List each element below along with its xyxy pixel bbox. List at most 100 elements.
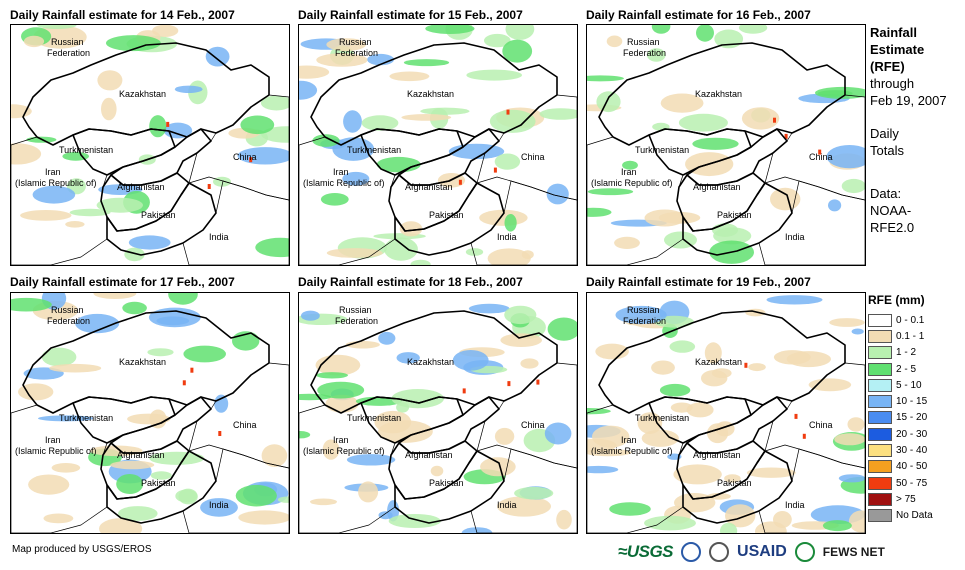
country-label-russia1: Russian [51,37,84,47]
dos-seal-icon [709,542,730,562]
country-border [758,180,865,265]
rainfall-patch [312,134,340,147]
rainfall-patch [175,489,198,503]
heavy-rain-cell [794,413,798,419]
country-label-afghanistan: Afghanistan [405,450,453,460]
rainfall-patch [23,35,45,48]
rainfall-patch [502,39,533,63]
country-label-afghanistan: Afghanistan [693,450,741,460]
rainfall-patch [43,513,74,524]
rainfall-patch [174,85,203,93]
heavy-rain-cell [218,431,222,436]
rainfall-patch [514,486,554,500]
desc-line-2: Estimate [870,42,925,57]
country-border [11,402,108,533]
rainfall-patch [520,358,539,369]
country-label-kazakhstan: Kazakhstan [407,89,454,99]
country-label-china: China [233,420,257,430]
legend-label: 0.1 - 1 [896,330,925,342]
rainfall-patch [822,520,852,532]
rainfall-patch [361,115,399,131]
rainfall-patch [748,363,766,372]
rainfall-patch [122,301,147,315]
rainfall-patch [118,506,158,521]
country-label-india: India [209,500,229,510]
country-label-iran2: (Islamic Republic of) [15,178,97,188]
rainfall-patch [97,70,123,91]
desc-line-9: NOAA- [870,203,912,218]
rainfall-patch [183,345,226,363]
rainfall-patch [766,295,823,305]
rainfall-patch [322,439,340,460]
rainfall-patch [149,115,167,138]
rainfall-patch [93,293,137,299]
rainfall-patch [124,247,145,262]
rainfall-patch [596,91,621,113]
legend-swatch [868,460,892,474]
heavy-rain-cell [506,109,510,115]
country-label-russia2: Federation [335,48,378,58]
rainfall-patch [452,350,489,371]
country-label-pakistan: Pakistan [717,478,752,488]
rainfall-patch [651,360,675,375]
legend-swatch [868,362,892,376]
country-label-china: China [521,420,545,430]
rainfall-patch [358,481,379,503]
legend-swatch [868,427,892,441]
legend-swatch [868,346,892,360]
rainfall-patch [838,474,865,483]
rainfall-patch [150,471,172,480]
country-label-iran2: (Islamic Republic of) [303,178,385,188]
country-label-india: India [497,500,517,510]
country-label-afghanistan: Afghanistan [405,182,453,192]
country-label-russia2: Federation [623,316,666,326]
rainfall-patch [556,509,572,530]
rainfall-patch [724,474,741,483]
legend-title: RFE (mm) [868,293,925,307]
rainfall-patch [674,493,716,513]
rainfall-patch [841,178,865,194]
rainfall-patch [99,518,143,533]
rainfall-patch [770,187,801,211]
country-border [299,402,396,533]
rainfall-patch [826,145,865,169]
country-label-turkmenistan: Turkmenistan [635,413,689,423]
rainfall-patch [391,389,444,409]
rainfall-patch [505,25,535,40]
rainfall-patch [587,408,611,415]
usaid-logo: USAID [737,543,787,560]
rainfall-patch [704,342,722,364]
country-label-china: China [809,152,833,162]
country-border [11,134,108,265]
legend-rows: 0 - 0.1 0.1 - 1 1 - 2 2 - 5 5 - 10 10 - 15 15 … [868,312,933,524]
rainfall-patch [544,422,572,445]
rainfall-patch [808,378,852,392]
rainfall-patch [149,451,205,465]
rainfall-patch [468,303,510,314]
legend-swatch [868,411,892,425]
legend-label: No Data [896,510,933,522]
rainfall-patch [592,425,630,448]
rainfall-patch [128,235,171,250]
rainfall-patch [746,467,796,478]
desc-line-7: Totals [870,143,904,158]
legend-item: 15 - 20 [868,410,933,426]
country-label-afghanistan: Afghanistan [117,450,165,460]
country-label-india: India [209,232,229,242]
country-label-turkmenistan: Turkmenistan [635,145,689,155]
country-border [106,182,217,256]
rainfall-patch [11,104,32,119]
map-panel-4: Russian Federation Kazakhstan Turkmenistan I… [10,292,290,534]
country-label-iran2: (Islamic Republic of) [591,446,673,456]
rainfall-patch [168,293,198,305]
rainfall-patch [660,93,704,113]
rainfall-patch [425,25,475,34]
country-border [758,448,865,533]
country-label-china: China [809,420,833,430]
rainfall-patch [96,197,143,213]
country-label-iran1: Iran [45,435,61,445]
rainfall-patch [205,46,230,67]
rainfall-patch [738,25,768,34]
